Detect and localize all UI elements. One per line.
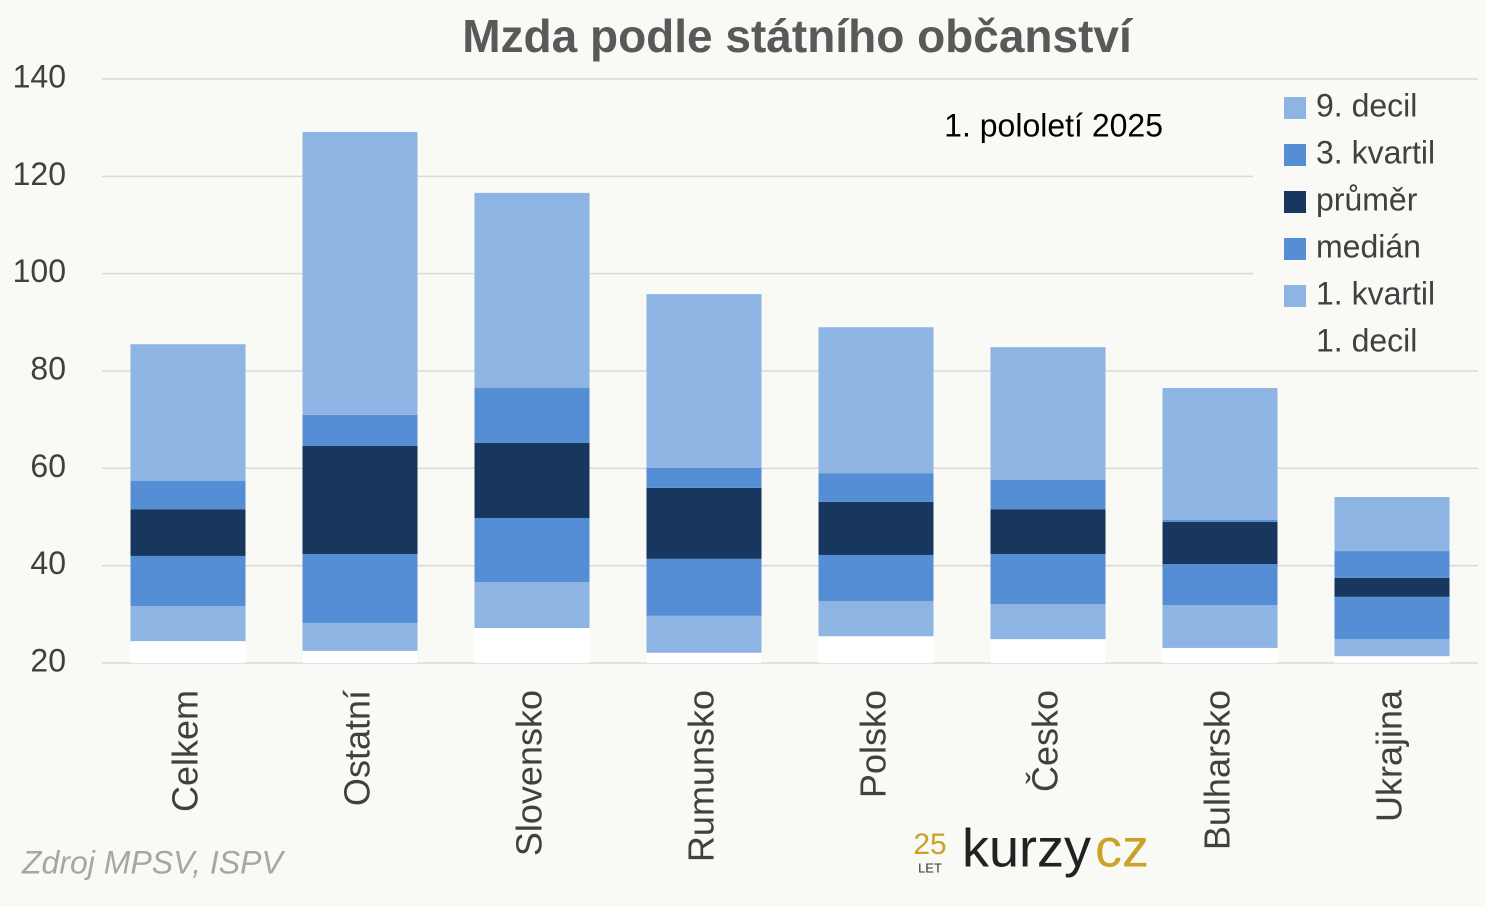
y-tick-label: 80 — [30, 350, 66, 386]
bar-segment — [990, 480, 1106, 510]
bar-segment — [646, 558, 762, 616]
bar-segment — [1162, 564, 1278, 606]
legend-label: 9. decil — [1316, 87, 1417, 123]
bar-segment — [130, 641, 246, 663]
bar-segment — [474, 627, 590, 663]
bar-segment — [1162, 388, 1278, 520]
legend-label: 1. decil — [1316, 322, 1417, 358]
bar-segment — [646, 487, 762, 559]
logo-number: 25 — [913, 828, 946, 861]
bar-segment — [1334, 596, 1450, 640]
bar-segment — [990, 553, 1106, 605]
bar-segment — [1334, 497, 1450, 552]
bar-segment — [646, 615, 762, 653]
legend-swatch — [1284, 285, 1306, 307]
legend-swatch — [1284, 97, 1306, 119]
x-tick-label: Polsko — [853, 690, 894, 798]
bar-segment — [474, 517, 590, 583]
bar-segment — [474, 582, 590, 628]
bar-segment — [818, 473, 934, 502]
x-tick-label: Slovensko — [509, 690, 550, 856]
bar-segment — [990, 509, 1106, 554]
bar-segment — [302, 445, 418, 554]
legend-swatch — [1284, 144, 1306, 166]
subtitle: 1. pololetí 2025 — [944, 107, 1163, 143]
bar-segment — [1162, 605, 1278, 648]
legend-label: průměr — [1316, 181, 1418, 217]
logo-sub: LET — [918, 860, 942, 875]
bar-segment — [1162, 519, 1278, 522]
source: Zdroj MPSV, ISPV — [21, 844, 285, 880]
x-tick-label: Bulharsko — [1197, 690, 1238, 850]
legend-swatch — [1284, 238, 1306, 260]
bar-segment — [130, 606, 246, 642]
bar-segment — [302, 553, 418, 624]
y-tick-label: 120 — [13, 156, 66, 192]
plot-area — [130, 132, 1450, 663]
x-tick-label: Rumunsko — [681, 690, 722, 862]
y-tick-label: 40 — [30, 545, 66, 581]
bar-segment — [302, 650, 418, 663]
x-tick-label: Celkem — [165, 690, 206, 812]
bar-segment — [302, 623, 418, 651]
bar-segment — [1334, 551, 1450, 578]
legend-box — [1253, 85, 1478, 370]
logo-suffix: cz — [1095, 818, 1149, 878]
y-tick-label: 60 — [30, 448, 66, 484]
legend-label: 1. kvartil — [1316, 275, 1435, 311]
legend-label: medián — [1316, 228, 1421, 264]
bar-segment — [1162, 647, 1278, 663]
chart-title: Mzda podle státního občanství — [462, 10, 1134, 62]
bar-segment — [130, 555, 246, 607]
y-tick-label: 20 — [30, 642, 66, 678]
bar-segment — [474, 388, 590, 444]
bar-segment — [818, 327, 934, 474]
bar-segment — [646, 652, 762, 663]
bar-segment — [818, 501, 934, 555]
bar-segment — [1162, 521, 1278, 565]
bar-segment — [302, 132, 418, 415]
bar-segment — [130, 509, 246, 556]
y-tick-label: 140 — [13, 58, 66, 94]
bar-segment — [990, 347, 1106, 481]
bar-segment — [646, 294, 762, 468]
bar-segment — [990, 604, 1106, 640]
logo: 25 LET kurzy cz — [913, 818, 1149, 878]
bar-segment — [990, 639, 1106, 663]
x-tick-label: Ukrajina — [1369, 689, 1410, 822]
bar-segment — [818, 554, 934, 602]
bar-segment — [474, 192, 590, 389]
bar-segment — [818, 601, 934, 637]
legend-label: 3. kvartil — [1316, 134, 1435, 170]
bar-segment — [1334, 577, 1450, 597]
bar-segment — [818, 636, 934, 663]
y-tick-label: 100 — [13, 253, 66, 289]
legend-swatch — [1284, 332, 1306, 354]
logo-name: kurzy — [962, 818, 1091, 878]
x-tick-label: Česko — [1025, 690, 1066, 792]
x-tick-label: Ostatní — [337, 690, 378, 806]
bar-segment — [1334, 656, 1450, 663]
bar-segment — [474, 443, 590, 518]
legend-swatch — [1284, 191, 1306, 213]
bar-segment — [646, 467, 762, 488]
bar-segment — [130, 344, 246, 481]
bar-segment — [302, 414, 418, 446]
bar-segment — [130, 480, 246, 510]
bar-segment — [1334, 639, 1450, 657]
